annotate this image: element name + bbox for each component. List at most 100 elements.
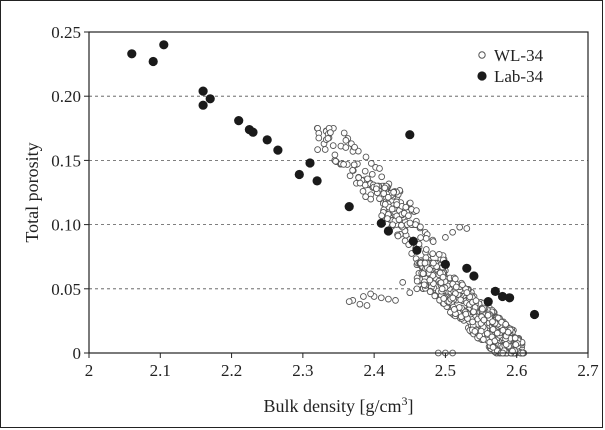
wl-34-point-104 [413, 207, 420, 214]
wl-34-point-834 [463, 225, 471, 232]
grid-lines [89, 95, 588, 290]
wl-34-point-626 [426, 288, 434, 296]
wl-34-point-657 [449, 294, 457, 302]
y-axis-ticks: 0 0.05 0.10 0.15 0.20 0.25 [51, 23, 89, 363]
wl-34-point-620 [469, 318, 476, 326]
wl-34-point-819 [502, 320, 510, 328]
wl-34-point-676 [426, 266, 433, 273]
wl-34-point-112 [351, 143, 358, 151]
lab-34-point-15 [376, 218, 386, 228]
wl-34-point-828 [360, 293, 367, 300]
wl-34-point-814 [499, 326, 507, 334]
wl-34-point-222 [422, 246, 430, 253]
wl-34-point-185 [389, 221, 397, 229]
wl-34-point-622 [452, 283, 460, 291]
lab-34-point-1 [148, 56, 158, 67]
wl-34-point-147 [393, 201, 401, 208]
plot-area [88, 31, 589, 354]
wl-34-point-69 [361, 167, 369, 175]
lab-34-point-23 [483, 297, 493, 307]
lab-34-point-27 [529, 309, 540, 320]
wl-34-point-220 [417, 223, 424, 231]
wl-34-point-219 [422, 235, 430, 242]
wl-34-point-569 [451, 275, 459, 283]
wl-34-point-228 [398, 221, 405, 229]
wl-34-point-108 [376, 195, 383, 203]
x-tick-label-7: 2.7 [577, 361, 599, 380]
wl-34-point-116 [331, 151, 339, 159]
lab-34-point-21 [462, 263, 472, 273]
wl-34-point-655 [459, 281, 466, 289]
y-tick-label-0: 0 [73, 344, 82, 363]
wl-34-point-638 [470, 308, 477, 316]
wl-34-point-93 [315, 134, 323, 142]
wl-34-point-678 [420, 281, 428, 289]
wl-34-point-209 [380, 190, 388, 197]
lab-34-point-0 [127, 49, 137, 59]
wl-34-point-100 [359, 187, 367, 195]
wl-34-point-212 [435, 251, 443, 258]
wl-34-point-92 [361, 181, 369, 189]
y-tick-label-1: 0.05 [51, 280, 81, 299]
y-tick-label-5: 0.25 [51, 23, 81, 42]
x-axis-ticks: 2 2.1 2.2 2.3 2.4 2.5 2.6 2.7 [85, 353, 599, 380]
wl-34-point-812 [489, 318, 496, 326]
wl-34-point-674 [439, 273, 447, 281]
x-axis-title: Bulk density [g/cm3] [264, 394, 414, 416]
wl-34-point-817 [493, 329, 501, 337]
lab-34-point-10 [273, 145, 283, 155]
wl-34-point-790 [511, 334, 519, 342]
y-axis-title: Total porosity [22, 142, 42, 242]
wl-34-point-48 [376, 165, 383, 172]
wl-34-point-795 [489, 326, 497, 333]
x-tick-label-3: 2.3 [292, 361, 313, 380]
wl-34-point-645 [480, 336, 487, 343]
lab-34-point-22 [469, 271, 479, 281]
wl-34-point-118 [346, 172, 354, 180]
wl-34-point-95 [340, 161, 347, 168]
lab-34-point-8 [248, 127, 258, 137]
lab-34-point-17 [405, 130, 415, 140]
wl-34-point-205 [405, 212, 412, 220]
wl-34-point-87 [378, 173, 386, 181]
lab-34-point-24 [490, 286, 500, 296]
y-tick-label-4: 0.20 [51, 87, 81, 106]
wl-34-point-822 [356, 300, 364, 308]
wl-34-point-182 [429, 250, 437, 258]
wl-34-point-229 [406, 219, 414, 227]
lab-34-point-13 [312, 176, 322, 186]
wl-34-point-210 [422, 254, 430, 262]
lab-34-point-2 [159, 40, 169, 50]
wl-34-point-202 [402, 203, 410, 211]
wl-34-point-218 [381, 200, 389, 208]
lab-34-point-20 [440, 259, 450, 269]
wl-34-point-211 [378, 212, 386, 220]
lab-34-point-11 [294, 169, 304, 180]
y-tick-label-2: 0.10 [51, 216, 81, 235]
wl-34-point-827 [392, 297, 399, 304]
wl-34-point-664 [450, 306, 458, 313]
wl-34-point-207 [390, 188, 397, 196]
x-tick-label-0: 2 [85, 361, 94, 380]
legend: WL-34 Lab-34 [477, 46, 544, 86]
wl-34-point-47 [355, 174, 362, 182]
wl-34-point-813 [502, 341, 510, 348]
lab-34-point-16 [383, 226, 393, 236]
wl-34-point-671 [471, 328, 479, 335]
x-tick-label-2: 2.2 [221, 361, 242, 380]
wl-34-point-574 [426, 276, 434, 284]
wl-34-point-650 [419, 270, 427, 277]
legend-wl-34-marker [478, 51, 486, 59]
wl-34-point-554 [483, 330, 491, 337]
wl-34-point-74 [327, 129, 334, 136]
wl-34-point-188 [395, 216, 403, 223]
wl-34-point-227 [388, 205, 396, 213]
lab-34-point-26 [505, 293, 515, 303]
wl-34-point-53 [321, 146, 329, 153]
lab-34-point-12 [305, 158, 315, 168]
wl-34-point-39 [329, 142, 337, 149]
wl-34-point-605 [463, 289, 471, 296]
wl-34-series [313, 124, 528, 357]
